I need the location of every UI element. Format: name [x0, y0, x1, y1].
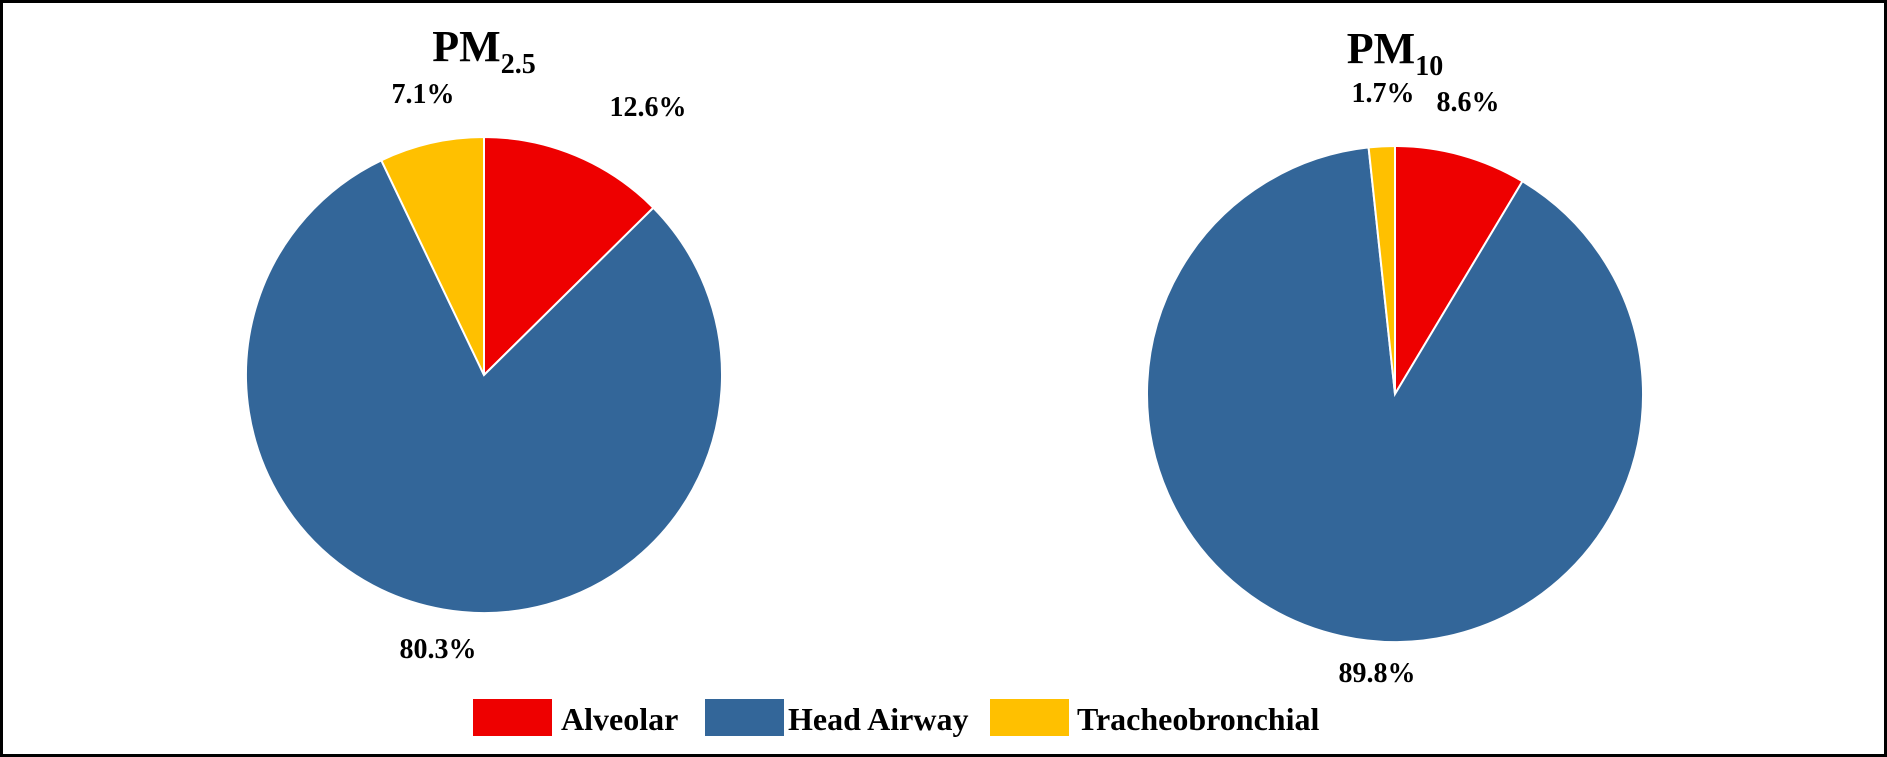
- legend-label: Head Airway: [788, 701, 968, 737]
- pie-chart-1: PM10 8.6% 89.8% 1.7%: [1146, 24, 1644, 689]
- pie-slice-alveolar: [483, 135, 655, 378]
- legend-item-alveolar: Alveolar: [473, 699, 678, 737]
- chart-title-subscript: 2.5: [501, 49, 536, 80]
- legend-swatch: [705, 699, 784, 736]
- slice-label-tracheobronchial: 1.7%: [1352, 78, 1415, 109]
- legend-label: Alveolar: [561, 701, 678, 737]
- legend-label: Tracheobronchial: [1077, 701, 1319, 737]
- pie-chart-0: PM2.5 12.6% 80.3% 7.1%: [245, 22, 723, 665]
- chart-title: PM10: [1347, 24, 1443, 82]
- legend-item-head-airway: Head Airway: [705, 699, 968, 737]
- legend: Alveolar Head Airway Tracheobronchial: [473, 699, 1319, 737]
- pie-slice-head-airway: [245, 158, 723, 614]
- slice-label-tracheobronchial: 7.1%: [392, 79, 455, 110]
- chart-title-subscript: 10: [1415, 51, 1443, 82]
- chart-title-main: PM: [432, 22, 500, 71]
- pie-slice-tracheobronchial: [379, 135, 485, 376]
- chart-title: PM2.5: [432, 22, 535, 80]
- slice-label-alveolar: 12.6%: [610, 92, 687, 123]
- slice-label-head-airway: 89.8%: [1339, 658, 1416, 689]
- pie-slice-alveolar: [1394, 144, 1524, 398]
- slice-label-head-airway: 80.3%: [400, 634, 477, 665]
- pie-slice-tracheobronchial: [1367, 144, 1396, 395]
- legend-swatch: [990, 699, 1069, 736]
- pie-slice-head-airway: [1146, 146, 1644, 643]
- chart-title-main: PM: [1347, 24, 1415, 73]
- legend-item-tracheobronchial: Tracheobronchial: [990, 699, 1319, 737]
- slice-label-alveolar: 8.6%: [1437, 87, 1500, 118]
- legend-swatch: [473, 699, 552, 736]
